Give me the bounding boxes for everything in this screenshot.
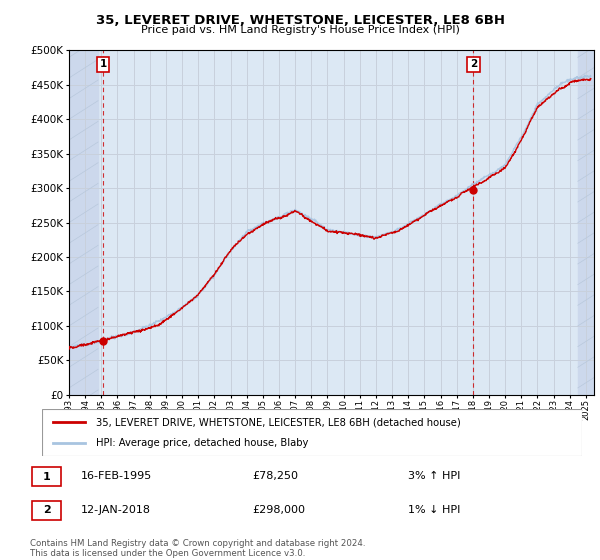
Text: £78,250: £78,250 — [252, 471, 298, 481]
Text: 35, LEVERET DRIVE, WHETSTONE, LEICESTER, LE8 6BH: 35, LEVERET DRIVE, WHETSTONE, LEICESTER,… — [95, 14, 505, 27]
Text: 3% ↑ HPI: 3% ↑ HPI — [408, 471, 460, 481]
Text: 1: 1 — [43, 472, 50, 482]
Text: £298,000: £298,000 — [252, 505, 305, 515]
Text: 12-JAN-2018: 12-JAN-2018 — [81, 505, 151, 515]
Text: Price paid vs. HM Land Registry's House Price Index (HPI): Price paid vs. HM Land Registry's House … — [140, 25, 460, 35]
Text: 1: 1 — [100, 59, 107, 69]
Text: 1% ↓ HPI: 1% ↓ HPI — [408, 505, 460, 515]
Text: 16-FEB-1995: 16-FEB-1995 — [81, 471, 152, 481]
FancyBboxPatch shape — [32, 467, 61, 486]
FancyBboxPatch shape — [32, 501, 61, 520]
Text: 2: 2 — [43, 505, 50, 515]
FancyBboxPatch shape — [42, 409, 582, 456]
Text: Contains HM Land Registry data © Crown copyright and database right 2024.
This d: Contains HM Land Registry data © Crown c… — [30, 539, 365, 558]
Text: 35, LEVERET DRIVE, WHETSTONE, LEICESTER, LE8 6BH (detached house): 35, LEVERET DRIVE, WHETSTONE, LEICESTER,… — [96, 417, 461, 427]
Text: 2: 2 — [470, 59, 477, 69]
Text: HPI: Average price, detached house, Blaby: HPI: Average price, detached house, Blab… — [96, 438, 308, 448]
